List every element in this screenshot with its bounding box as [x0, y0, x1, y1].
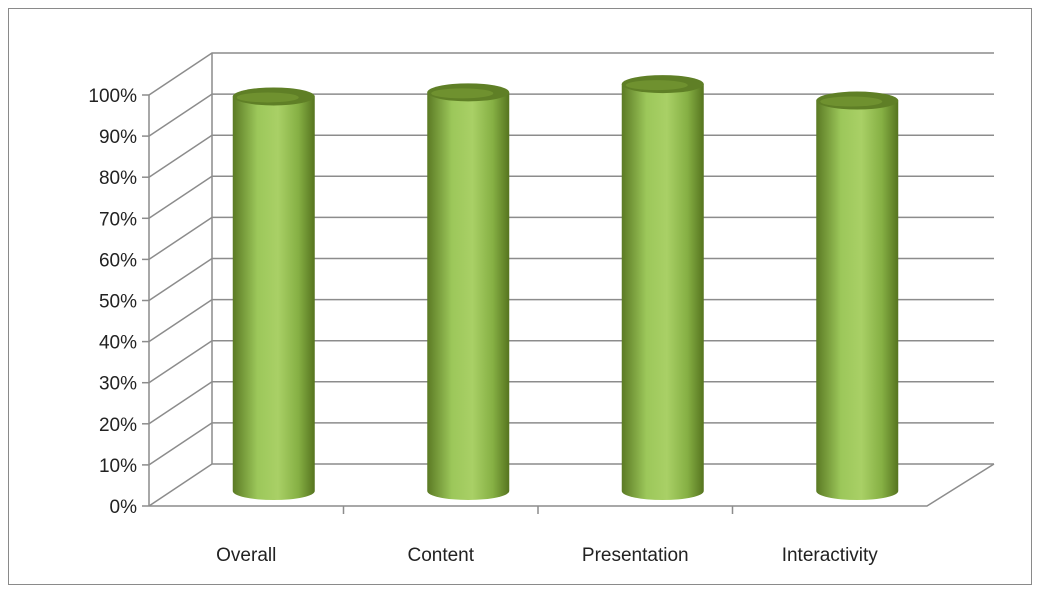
y-tick-label: 100%: [88, 86, 137, 107]
bar-body: [816, 100, 899, 501]
y-tick-label: 30%: [99, 374, 137, 395]
bar-body: [232, 96, 315, 500]
y-tick-label: 20%: [99, 415, 137, 436]
y-axis-tick-labels: 0% 10% 20% 30% 40% 50% 60% 70% 80% 90% 100%: [88, 86, 137, 518]
x-axis-line: [149, 463, 995, 507]
axes: [142, 53, 995, 514]
bar-top-highlight: [820, 96, 883, 107]
bar-top-highlight: [431, 88, 494, 99]
bar-top-highlight: [236, 92, 299, 103]
x-category-label: Presentation: [582, 545, 689, 566]
x-category-label: Content: [407, 545, 474, 566]
bars: [232, 75, 899, 501]
bar-chart: 0% 10% 20% 30% 40% 50% 60% 70% 80% 90% 100% Overal…: [88, 52, 995, 566]
x-axis-category-labels: Overall Content Presentation Interactivity: [216, 545, 878, 566]
y-tick-label: 90%: [99, 127, 137, 148]
y-tick-label: 50%: [99, 292, 137, 313]
y-tick-label: 10%: [99, 456, 137, 477]
bar-body: [427, 92, 510, 500]
y-tick-label: 70%: [99, 209, 137, 230]
y-tick-label: 40%: [99, 333, 137, 354]
y-tick-label: 0%: [110, 497, 138, 518]
x-category-label: Interactivity: [782, 545, 879, 566]
y-tick-label: 80%: [99, 168, 137, 189]
chart-frame: 0% 10% 20% 30% 40% 50% 60% 70% 80% 90% 100% Overal…: [8, 8, 1032, 585]
bar-content: [427, 83, 510, 500]
x-category-label: Overall: [216, 545, 276, 566]
bar-top-highlight: [625, 80, 688, 91]
bar-overall: [232, 87, 315, 500]
y-tick-label: 60%: [99, 250, 137, 271]
bar-interactivity: [816, 91, 899, 501]
bar-body: [621, 84, 704, 501]
bar-presentation: [621, 75, 704, 501]
